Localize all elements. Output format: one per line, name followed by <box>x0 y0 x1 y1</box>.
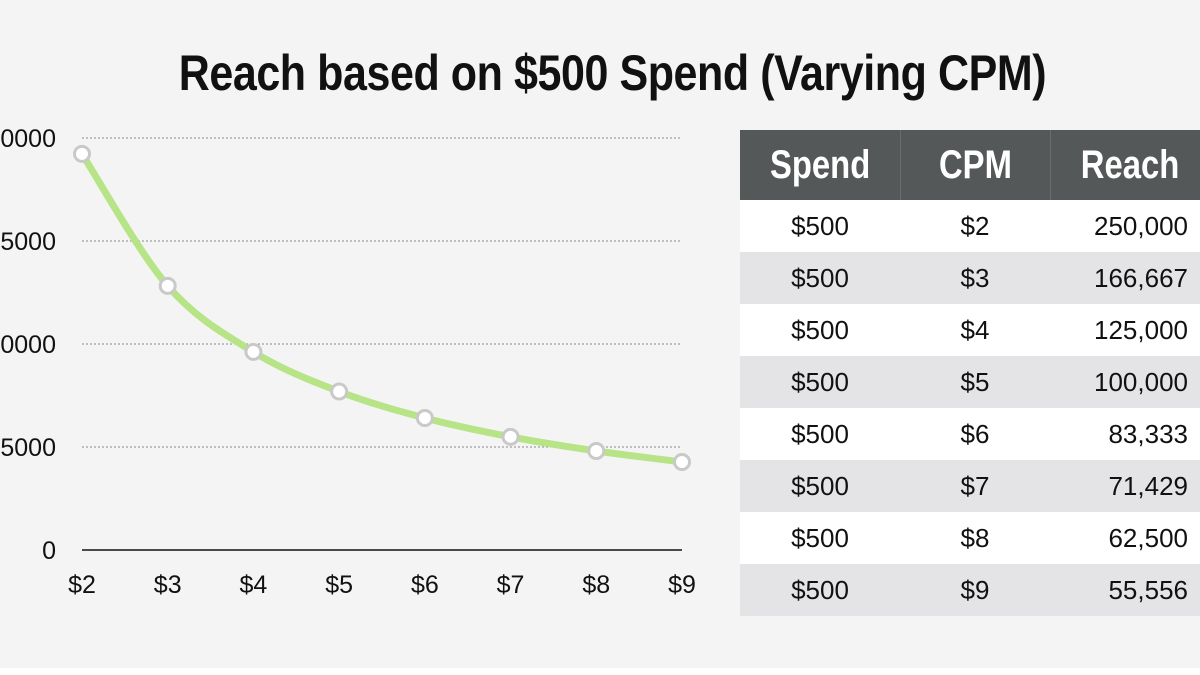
data-point <box>587 441 606 460</box>
table-row: $500 $3 166,667 <box>740 252 1200 304</box>
cell-cpm: $6 <box>900 408 1050 460</box>
cell-cpm: $5 <box>900 356 1050 408</box>
table-row: $500 $2 250,000 <box>740 200 1200 252</box>
cell-reach: 166,667 <box>1050 252 1200 304</box>
data-point <box>330 382 349 401</box>
cell-reach: 100,000 <box>1050 356 1200 408</box>
data-point <box>673 452 691 471</box>
y-tick-label: 0 <box>42 537 56 565</box>
cell-cpm: $8 <box>900 512 1050 564</box>
line-chart: 0 5000 0000 5000 0000 $2 $3 $4 $5 $6 $7 $8 $9 <box>0 125 696 599</box>
cell-spend: $500 <box>740 564 900 616</box>
x-tick-label: $9 <box>668 571 696 599</box>
cell-spend: $500 <box>740 200 900 252</box>
x-tick-label: $6 <box>411 571 439 599</box>
cell-cpm: $9 <box>900 564 1050 616</box>
tick-labels: 0 5000 0000 5000 0000 $2 $3 $4 $5 $6 $7 $8 $9 <box>0 125 696 599</box>
x-tick-label: $5 <box>325 571 353 599</box>
cell-spend: $500 <box>740 356 900 408</box>
x-tick-label: $4 <box>240 571 268 599</box>
cell-cpm: $3 <box>900 252 1050 304</box>
cell-reach: 71,429 <box>1050 460 1200 512</box>
cell-cpm: $2 <box>900 200 1050 252</box>
x-tick-label: $8 <box>582 571 610 599</box>
x-tick-label: $2 <box>68 571 96 599</box>
cell-reach: 55,556 <box>1050 564 1200 616</box>
table-row: $500 $5 100,000 <box>740 356 1200 408</box>
reach-series-line <box>78 150 686 466</box>
bottom-band <box>0 668 1200 675</box>
table-row: $500 $4 125,000 <box>740 304 1200 356</box>
table-row: $500 $7 71,429 <box>740 460 1200 512</box>
reach-table: Spend CPM Reach $500 $2 250,000 $500 $3 166,… <box>740 130 1200 616</box>
data-point <box>244 342 263 361</box>
x-tick-label: $7 <box>497 571 525 599</box>
header-spend: Spend <box>740 130 901 200</box>
series-line <box>78 150 686 466</box>
cell-spend: $500 <box>740 304 900 356</box>
cell-spend: $500 <box>740 252 900 304</box>
cell-reach: 250,000 <box>1050 200 1200 252</box>
y-tick-label: 0000 <box>0 331 56 359</box>
table-row: $500 $8 62,500 <box>740 512 1200 564</box>
cell-reach: 62,500 <box>1050 512 1200 564</box>
table-header-row: Spend CPM Reach <box>740 130 1200 200</box>
header-cpm: CPM <box>900 130 1051 200</box>
cell-spend: $500 <box>740 408 900 460</box>
y-tick-label: 0000 <box>0 125 56 153</box>
data-point <box>501 427 520 446</box>
table-row: $500 $6 83,333 <box>740 408 1200 460</box>
header-reach: Reach <box>1050 130 1200 200</box>
data-points <box>73 144 691 471</box>
data-point <box>415 408 434 427</box>
cell-cpm: $7 <box>900 460 1050 512</box>
cell-cpm: $4 <box>900 304 1050 356</box>
cell-spend: $500 <box>740 512 900 564</box>
cell-reach: 125,000 <box>1050 304 1200 356</box>
table-row: $500 $9 55,556 <box>740 564 1200 616</box>
chart-title: Reach based on $500 Spend (Varying CPM) <box>178 45 1047 101</box>
cell-reach: 83,333 <box>1050 408 1200 460</box>
data-point <box>158 276 177 295</box>
x-tick-label: $3 <box>154 571 182 599</box>
cell-spend: $500 <box>740 460 900 512</box>
data-point <box>73 144 91 163</box>
y-tick-label: 5000 <box>0 434 56 462</box>
y-tick-label: 5000 <box>0 228 56 256</box>
